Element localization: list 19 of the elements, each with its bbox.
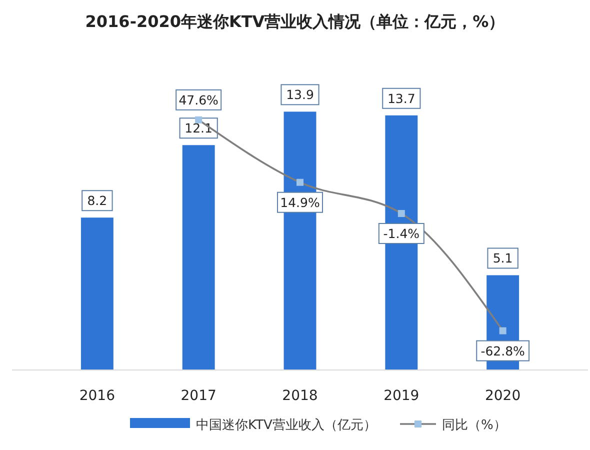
x-tick-label: 2018 — [282, 388, 318, 404]
data-label: 5.1 — [492, 250, 513, 266]
data-label: 47.6% — [178, 92, 219, 108]
data-label: 8.2 — [87, 193, 108, 208]
chart-title: 2016-2020年迷你KTV营业收入情况（单位：亿元，%） — [85, 12, 505, 31]
data-label: 12.1 — [184, 120, 213, 136]
data-label: -1.4% — [383, 226, 420, 241]
x-tick-label: 2019 — [384, 388, 420, 404]
bar — [80, 218, 114, 370]
bar — [182, 145, 215, 370]
legend-label: 中国迷你KTV营业收入（亿元） — [196, 418, 376, 433]
data-label: 13.7 — [387, 90, 416, 106]
x-tick-label: 2016 — [79, 388, 116, 404]
data-label: -62.8% — [480, 343, 526, 358]
legend-label: 同比（%） — [442, 418, 506, 433]
x-tick-label: 2017 — [180, 388, 216, 404]
x-tick-label: 2020 — [484, 388, 521, 404]
data-label: 13.9 — [286, 87, 314, 102]
data-label: 14.9% — [280, 194, 320, 210]
